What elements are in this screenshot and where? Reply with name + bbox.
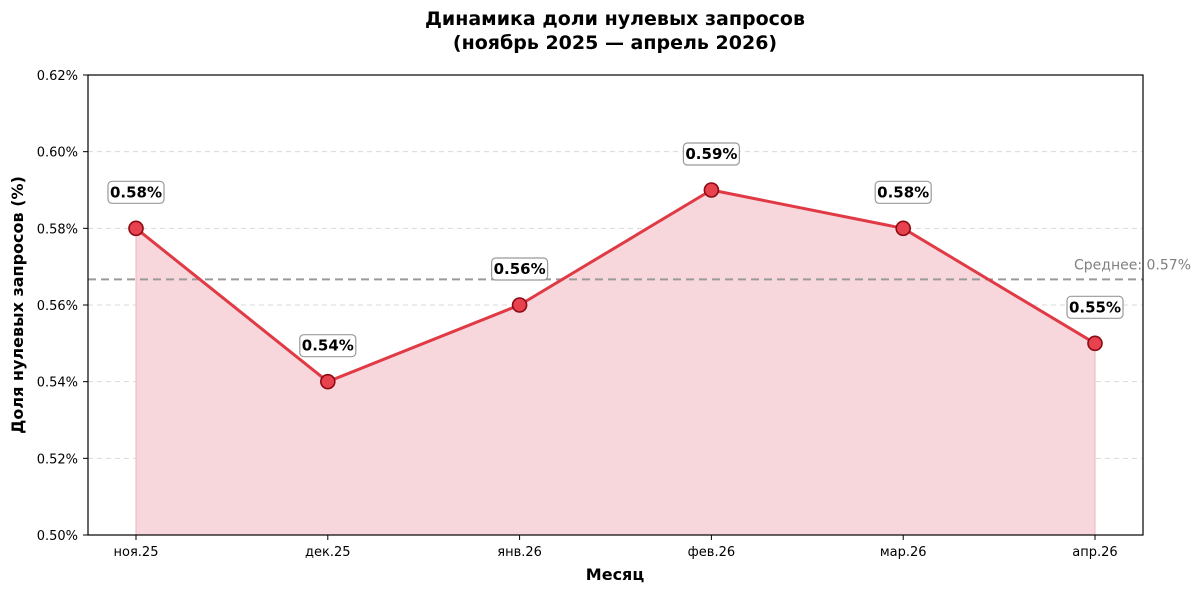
data-label-box [682, 142, 741, 166]
area-fill [135, 189, 1096, 536]
data-label-box [1066, 295, 1124, 319]
data-point [511, 297, 528, 313]
x-axis-ticks: ноя.25 дек.25 янв.26 фев.26 мар.26 апр.26 [114, 535, 1118, 560]
data-point [1087, 335, 1103, 352]
y-tick-label: 0.52% [37, 452, 78, 467]
data-label: 0.54% [302, 337, 354, 355]
y-axis-label: Доля нулевых запросов (%) [8, 176, 27, 434]
y-tick-label: 0.62% [37, 69, 78, 84]
data-label-box [299, 334, 357, 358]
data-label: 0.56% [494, 260, 546, 278]
data-label-box [874, 180, 932, 204]
x-tick-label: ноя.25 [114, 545, 159, 560]
x-tick-label: янв.26 [497, 545, 542, 560]
average-reference: Среднее: 0.57% [88, 257, 1191, 281]
data-labels: 0.58% 0.54% 0.56% 0.59% 0.58% 0.55% [107, 142, 1124, 358]
average-label: Среднее: 0.57% [1074, 257, 1191, 273]
data-point [895, 220, 912, 237]
y-tick-label: 0.50% [37, 529, 78, 544]
series-line [135, 188, 1096, 384]
data-point [703, 182, 720, 198]
x-tick-label: фев.26 [688, 545, 735, 560]
data-point [128, 220, 144, 237]
data-label: 0.58% [877, 183, 929, 201]
data-label: 0.55% [1069, 298, 1121, 316]
y-tick-label: 0.58% [37, 222, 78, 237]
x-tick-label: мар.26 [880, 545, 927, 560]
data-label-box [491, 257, 549, 281]
x-axis-label: Месяц [586, 565, 645, 584]
data-label: 0.58% [110, 183, 162, 201]
y-tick-label: 0.56% [37, 299, 78, 314]
data-point [319, 373, 336, 390]
data-points [128, 182, 1103, 390]
x-tick-label: апр.26 [1072, 545, 1117, 560]
x-tick-label: дек.25 [305, 545, 351, 560]
chart-title-line-1: Динамика доли нулевых запросов [425, 8, 805, 30]
y-axis-ticks: 0.50% 0.52% 0.54% 0.56% 0.58% 0.60% 0.62% [37, 69, 88, 544]
chart-title-line-2: (ноябрь 2025 — апрель 2026) [453, 32, 777, 54]
series-polyline [135, 188, 1096, 384]
y-tick-label: 0.54% [37, 376, 78, 391]
area-fill-shape [135, 189, 1096, 536]
y-tick-label: 0.60% [37, 146, 78, 161]
data-label-box [107, 180, 165, 204]
data-label: 0.59% [685, 145, 737, 163]
